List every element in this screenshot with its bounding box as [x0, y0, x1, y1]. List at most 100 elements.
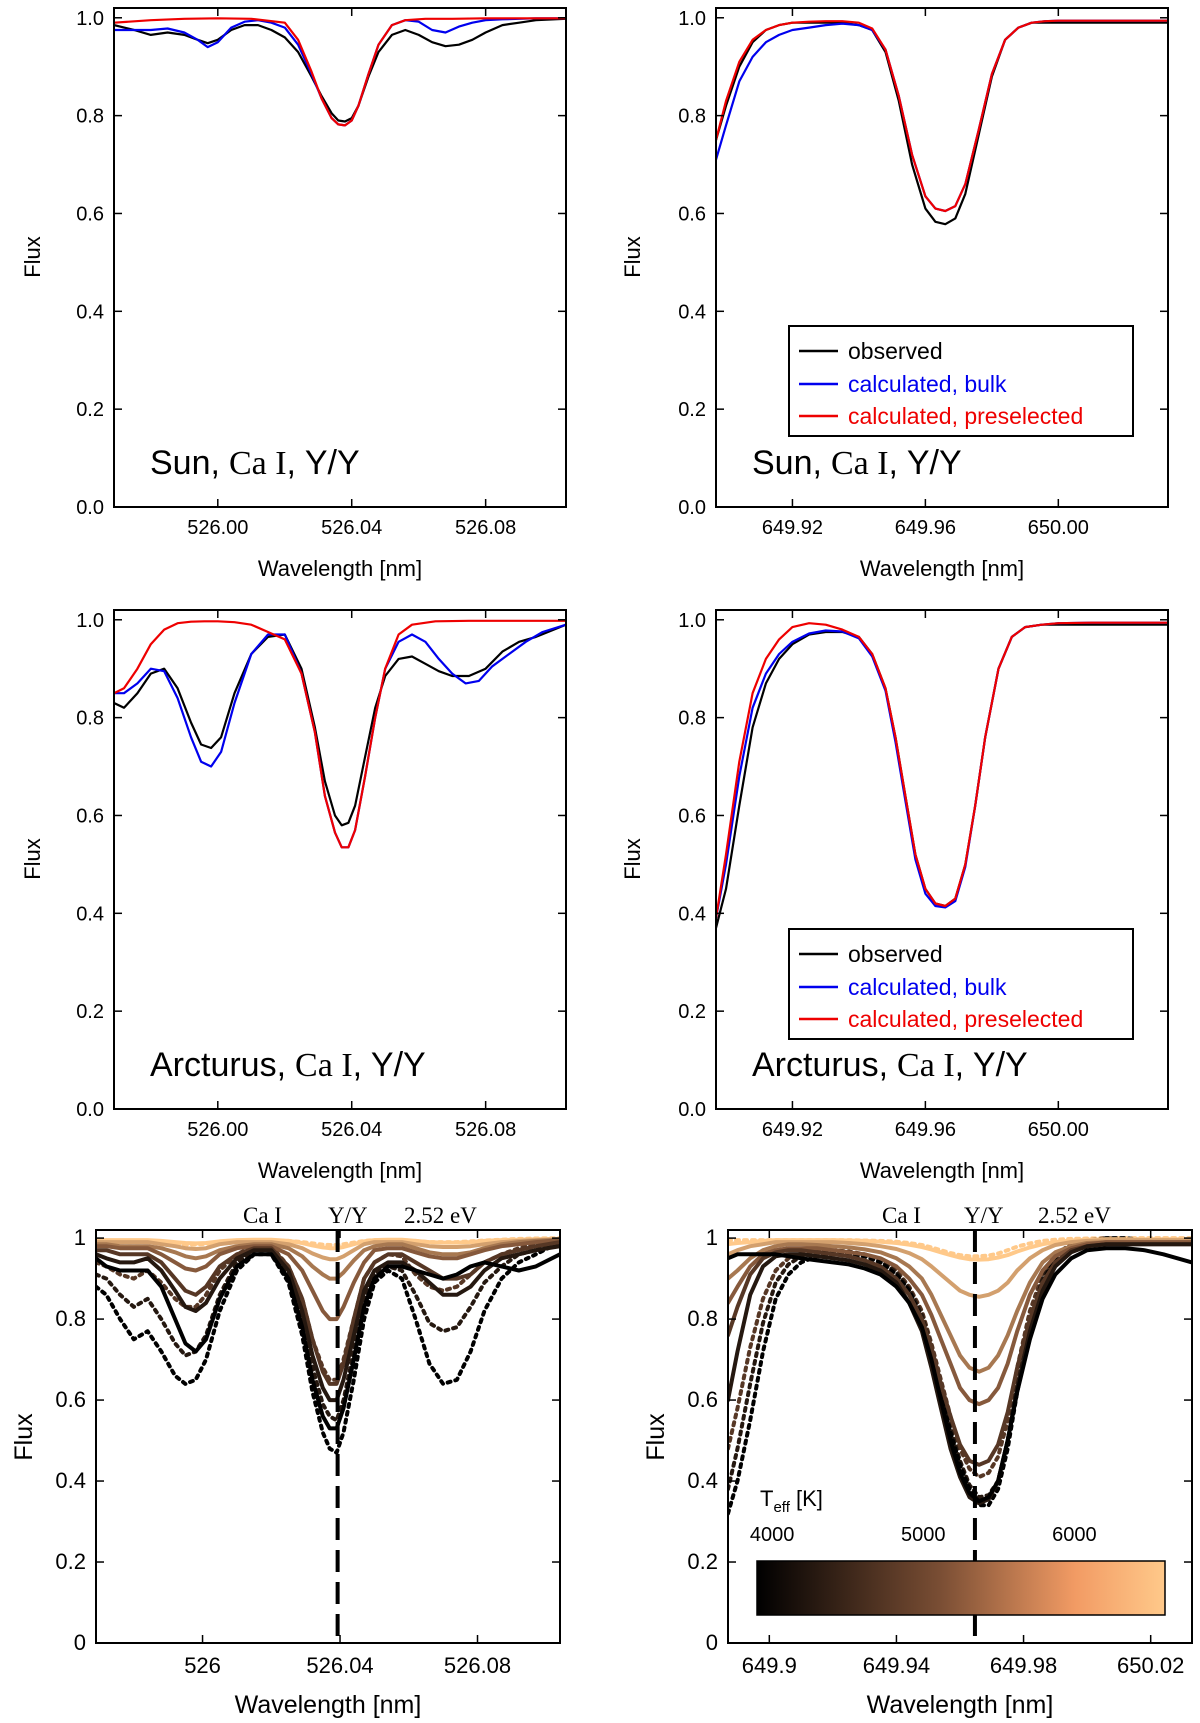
series-6200-k-solid	[96, 1236, 560, 1251]
top-annotation-element: Ca I	[243, 1203, 282, 1228]
plot-frame	[113, 7, 567, 508]
y-tick-label: 1.0	[678, 8, 706, 30]
y-tick-label: 0.4	[76, 903, 104, 925]
y-axis-label: Flux	[20, 236, 45, 278]
y-axis-label: Flux	[620, 236, 645, 278]
panel-annotation: Arcturus, Ca I, Y/Y	[150, 1046, 426, 1084]
y-tick-label: 0.6	[678, 203, 706, 225]
y-tick-label: 0.6	[687, 1387, 718, 1412]
plot-frame	[95, 1229, 561, 1644]
plot-frame	[715, 609, 1169, 1110]
x-tick-label: 526.00	[187, 1119, 248, 1141]
colorbar-tick-label: 4000	[750, 1524, 795, 1546]
top-annotation-label: Y/Y	[328, 1203, 368, 1228]
y-tick-label: 0.8	[76, 708, 104, 730]
legend: observed calculated, bulk calculated, pr…	[788, 325, 1134, 437]
y-tick-label: 0.4	[678, 301, 706, 323]
legend-label-preselected: calculated, preselected	[848, 403, 1083, 429]
x-tick-label: 649.98	[990, 1653, 1057, 1678]
x-tick-label: 650.00	[1028, 1119, 1089, 1141]
x-tick-label: 649.92	[762, 517, 823, 539]
y-tick-label: 0.8	[55, 1306, 86, 1331]
colorbar-title: Teff [K]	[760, 1486, 823, 1516]
colorbar-tick-label: 5000	[901, 1524, 946, 1546]
series-4000-k-solid	[96, 1252, 560, 1431]
x-tick-label: 526	[184, 1653, 221, 1678]
plot-frame	[715, 7, 1169, 508]
series-calculated-bulk	[716, 621, 1168, 920]
top-annotation-label: Y/Y	[964, 1203, 1004, 1228]
x-tick-label: 649.92	[762, 1119, 823, 1141]
series-observed	[716, 21, 1168, 226]
y-tick-label: 0.2	[55, 1549, 86, 1574]
x-axis-label: Wavelength [nm]	[860, 556, 1024, 581]
series-5100-k-solid	[96, 1238, 560, 1322]
series-4300-k-dotted	[96, 1240, 560, 1423]
y-tick-label: 0.8	[687, 1306, 718, 1331]
series-5400-k-solid	[96, 1237, 560, 1281]
x-tick-label: 649.96	[895, 517, 956, 539]
y-tick-label: 0.6	[76, 203, 104, 225]
series-calculated-preselected	[716, 621, 1168, 920]
y-tick-label: 1	[74, 1225, 86, 1250]
legend-box	[788, 325, 1134, 437]
plot-frame	[113, 609, 567, 1110]
y-tick-label: 0	[74, 1630, 86, 1655]
y-tick-label: 0.0	[678, 1099, 706, 1121]
y-tick-label: 0.2	[76, 1001, 104, 1023]
x-axis-label: Wavelength [nm]	[860, 1158, 1024, 1183]
series-observed	[114, 17, 566, 123]
panel-sun-649: 649.92 649.96 650.00 0.0 0.2 0.4 0.6 0.8 1.0 Wav…	[620, 7, 1169, 581]
panel-annotation: Sun, Ca I, Y/Y	[752, 444, 962, 482]
colorbar-tick-label: 6000	[1052, 1524, 1097, 1546]
y-tick-label: 0.0	[678, 497, 706, 519]
x-tick-label: 526.00	[187, 517, 248, 539]
series-calculated-bulk	[114, 623, 566, 849]
x-axis-label: Wavelength [nm]	[258, 1158, 422, 1183]
x-tick-label: 526.04	[321, 517, 382, 539]
y-tick-label: 1.0	[76, 610, 104, 632]
y-tick-label: 0.2	[678, 399, 706, 421]
y-tick-label: 0.2	[76, 399, 104, 421]
y-tick-label: 0.4	[55, 1468, 86, 1493]
y-tick-label: 0.6	[678, 805, 706, 827]
y-tick-label: 0.6	[55, 1387, 86, 1412]
y-tick-label: 0	[706, 1630, 718, 1655]
y-tick-label: 0.2	[678, 1001, 706, 1023]
y-tick-label: 0.8	[76, 106, 104, 128]
plot-frame	[727, 1229, 1193, 1644]
y-axis-label: Flux	[620, 838, 645, 880]
y-tick-label: 0.8	[678, 708, 706, 730]
panel-teff-grid-649: 649.9 649.94 649.98 650.02 0 0.2 0.4 0.6 0.8 1 Wa…	[642, 1203, 1193, 1719]
x-tick-label: 649.9	[742, 1653, 797, 1678]
legend-label-bulk: calculated, bulk	[848, 974, 1007, 1000]
x-tick-label: 526.04	[321, 1119, 382, 1141]
series-calculated-bulk	[716, 19, 1168, 213]
panel-arcturus-649: 649.92 649.96 650.00 0.0 0.2 0.4 0.6 0.8 1.0 Wav…	[620, 609, 1169, 1183]
panel-teff-grid-526: 526 526.04 526.08 0 0.2 0.4 0.6 0.8 1 Wavelength…	[10, 1203, 561, 1719]
x-axis-label: Wavelength [nm]	[235, 1691, 422, 1719]
legend-label-observed: observed	[848, 338, 943, 364]
series-5800-k-solid	[96, 1237, 560, 1262]
series-4000-k-dotted	[96, 1240, 560, 1455]
y-axis-label: Flux	[642, 1413, 670, 1461]
series-observed	[716, 623, 1168, 930]
series-observed	[114, 623, 566, 827]
panel-annotation: Arcturus, Ca I, Y/Y	[752, 1046, 1028, 1084]
panel-sun-526: 526.00 526.04 526.08 0.0 0.2 0.4 0.6 0.8 1.0 Wav…	[20, 7, 567, 581]
x-tick-label: 650.02	[1117, 1653, 1184, 1678]
colorbar-gradient	[756, 1560, 1166, 1616]
x-axis-label: Wavelength [nm]	[258, 556, 422, 581]
legend-label-preselected: calculated, preselected	[848, 1006, 1083, 1032]
series-4700-k-solid	[96, 1240, 560, 1386]
series-calculated-preselected	[716, 19, 1168, 213]
y-tick-label: 0.6	[76, 805, 104, 827]
x-tick-label: 526.08	[455, 1119, 516, 1141]
x-tick-label: 526.04	[306, 1653, 373, 1678]
y-tick-label: 0.4	[687, 1468, 718, 1493]
y-tick-label: 0.4	[76, 301, 104, 323]
series-5400-k-solid	[728, 1240, 1192, 1374]
top-annotation-energy: 2.52 eV	[1038, 1203, 1111, 1228]
panel-annotation: Sun, Ca I, Y/Y	[150, 444, 360, 482]
legend-label-observed: observed	[848, 941, 943, 967]
